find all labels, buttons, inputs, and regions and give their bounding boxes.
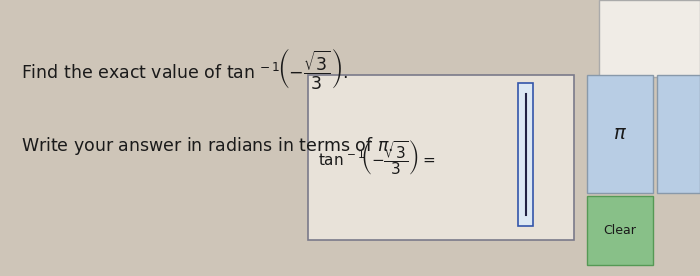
FancyBboxPatch shape (308, 75, 574, 240)
Text: $\pi$: $\pi$ (613, 124, 627, 143)
FancyBboxPatch shape (587, 196, 653, 265)
FancyBboxPatch shape (598, 0, 700, 77)
Text: Clear: Clear (603, 224, 636, 237)
FancyBboxPatch shape (518, 83, 533, 226)
Text: Write your answer in radians in terms of $\pi$.: Write your answer in radians in terms of… (21, 135, 393, 157)
Text: $\mathrm{tan}^{\,-1}\!\!\left(-\dfrac{\sqrt{3}}{3}\right) = $: $\mathrm{tan}^{\,-1}\!\!\left(-\dfrac{\s… (318, 138, 436, 177)
Text: Find the exact value of $\mathrm{tan}^{\,-1}\!\left(-\dfrac{\sqrt{3}}{3}\right)$: Find the exact value of $\mathrm{tan}^{\… (21, 46, 349, 92)
FancyBboxPatch shape (587, 75, 653, 193)
FancyBboxPatch shape (657, 75, 700, 193)
